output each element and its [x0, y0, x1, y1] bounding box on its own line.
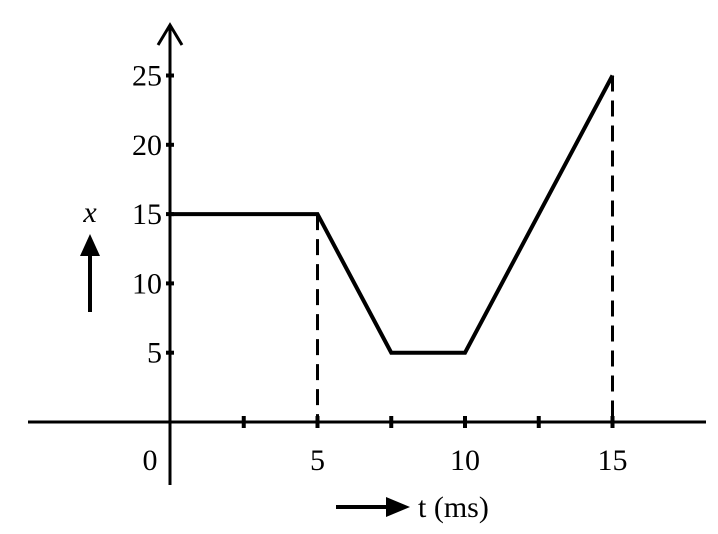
y-tick-label: 10: [132, 267, 162, 300]
y-axis-label: x: [82, 196, 97, 229]
x-label-arrow-head: [386, 497, 410, 517]
y-tick-label: 5: [147, 337, 162, 370]
axes: 0 5 10 15 5 10 15 20 25: [28, 22, 706, 485]
x-tick-label: 0: [143, 444, 158, 477]
y-label-arrow-head: [80, 234, 100, 256]
x-tick-label: 10: [450, 444, 480, 477]
y-tick-label: 15: [132, 198, 162, 231]
y-tick-label: 20: [132, 129, 162, 162]
marks: [169, 74, 615, 422]
labels: x t (ms): [80, 196, 489, 524]
y-tick-label: 25: [132, 60, 162, 93]
y-axis-arrow: [156, 22, 184, 46]
x-axis-label: t (ms): [418, 491, 489, 524]
x-tick-label: 15: [598, 444, 628, 477]
x-tick-label: 5: [310, 444, 325, 477]
series-line: [170, 74, 615, 355]
